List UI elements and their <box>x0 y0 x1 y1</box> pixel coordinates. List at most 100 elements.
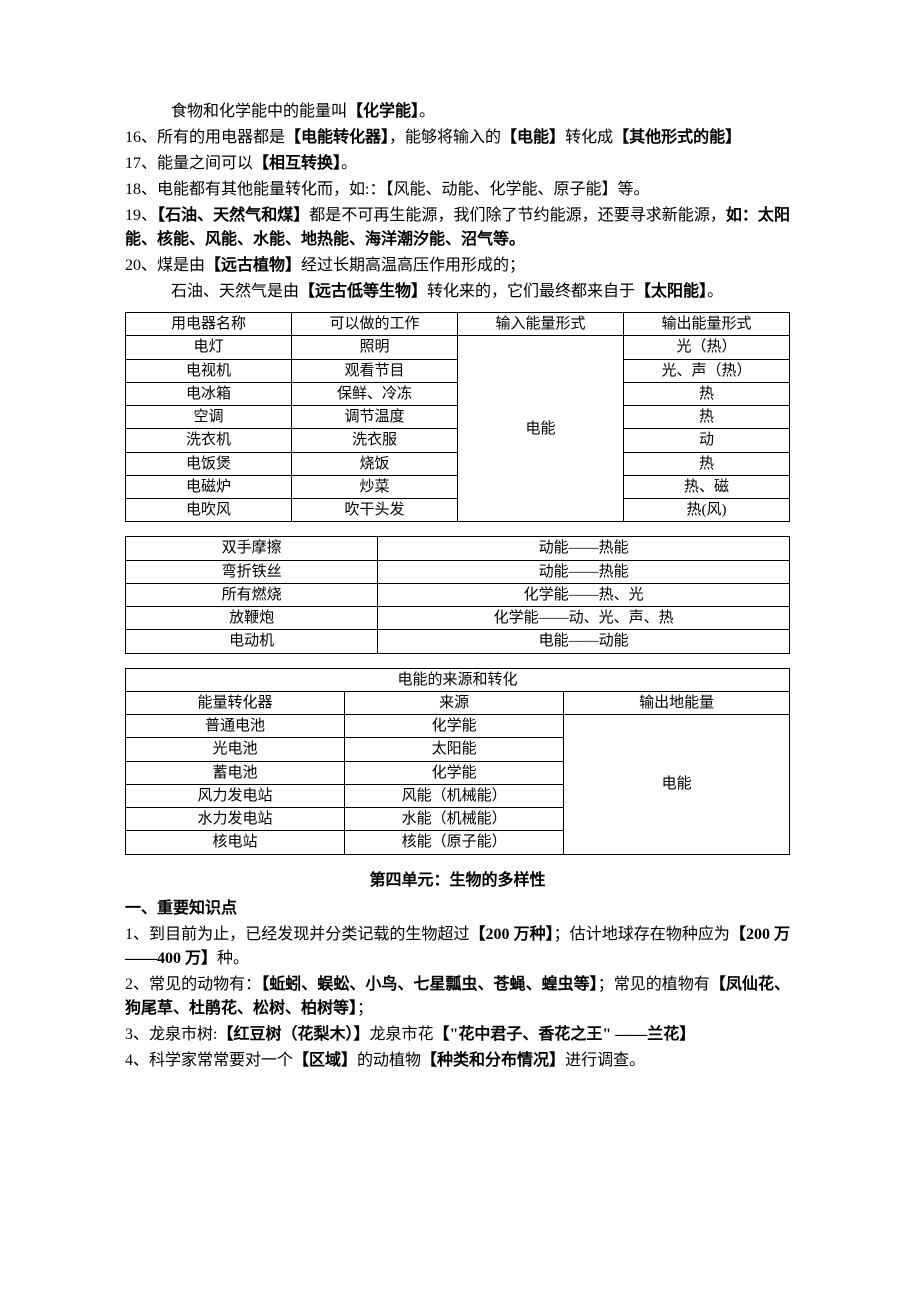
item-19: 19、【石油、天然气和煤】都是不可再生能源，我们除了节约能源，还要寻求新能源，如… <box>125 204 790 252</box>
keyword: 【电能】 <box>501 129 565 146</box>
text: ，能够将输入的 <box>389 129 501 146</box>
table-row: 放鞭炮化学能——动、光、声、热 <box>126 607 790 630</box>
item-17: 17、能量之间可以【相互转换】。 <box>125 152 790 176</box>
cell: 动能——热能 <box>378 537 790 560</box>
cell: 电磁炉 <box>126 475 292 498</box>
text: 。 <box>707 283 723 300</box>
cell: 所有燃烧 <box>126 583 378 606</box>
text: 3、龙泉市树: <box>125 1026 217 1043</box>
text: ；常见的植物有 <box>598 976 710 993</box>
cell: 热 <box>624 382 790 405</box>
cell: 风能（机械能） <box>345 784 564 807</box>
cell: 电视机 <box>126 359 292 382</box>
cell: 动 <box>624 429 790 452</box>
cell: 核电站 <box>126 831 345 854</box>
cell: 弯折铁丝 <box>126 560 378 583</box>
keyword: 【"花中君子、香花之王" ——兰花】 <box>433 1026 695 1043</box>
keyword: 【种类和分布情况】 <box>421 1052 565 1069</box>
document-page: 食物和化学能中的能量叫【化学能】。 16、所有的用电器都是【电能转化器】，能够将… <box>0 0 920 1302</box>
text: ；估计地球存在物种应为 <box>554 926 730 943</box>
text: 19、 <box>125 207 157 224</box>
cell: 观看节目 <box>292 359 458 382</box>
cell: 动能——热能 <box>378 560 790 583</box>
text: 食物和化学能中的能量叫 <box>171 103 347 120</box>
text-line-intro: 食物和化学能中的能量叫【化学能】。 <box>125 100 790 124</box>
keyword: 【远古植物】 <box>205 257 301 274</box>
cell: 水力发电站 <box>126 808 345 831</box>
text: 龙泉市花 <box>369 1026 433 1043</box>
text: 2、常见的动物有： <box>125 976 261 993</box>
cell: 电灯 <box>126 336 292 359</box>
keyword: 【蚯蚓、蜈蚣、小鸟、七星瓢虫、苍蝇、蝗虫等】 <box>261 976 598 993</box>
cell: 照明 <box>292 336 458 359</box>
text: 经过长期高温高压作用形成的； <box>301 257 525 274</box>
item-20b: 石油、天然气是由【远古低等生物】转化来的，它们最终都来自于【太阳能】。 <box>125 280 790 304</box>
table-appliances: 用电器名称 可以做的工作 输入能量形式 输出能量形式 电灯 照明 电能 光（热）… <box>125 312 790 522</box>
cell: 蓄电池 <box>126 761 345 784</box>
keyword: 【化学能】 <box>347 103 419 120</box>
table-row: 电能的来源和转化 <box>126 668 790 691</box>
cell-merged: 电能 <box>564 715 790 855</box>
cell: 电饭煲 <box>126 452 292 475</box>
section-heading: 一、重要知识点 <box>125 897 790 921</box>
s4-item-4: 4、科学家常常要对一个【区域】的动植物【种类和分布情况】进行调查。 <box>125 1049 790 1073</box>
cell: 电能——动能 <box>378 630 790 653</box>
keyword: 【电能转化器】 <box>285 129 389 146</box>
cell: 洗衣服 <box>292 429 458 452</box>
text: ； <box>357 1000 373 1017</box>
s4-item-2: 2、常见的动物有：【蚯蚓、蜈蚣、小鸟、七星瓢虫、苍蝇、蝗虫等】；常见的植物有【凤… <box>125 973 790 1021</box>
s4-item-1: 1、到目前为止，已经发现并分类记载的生物超过【200 万种】；估计地球存在物种应… <box>125 923 790 971</box>
table-row: 双手摩擦动能——热能 <box>126 537 790 560</box>
cell-merged: 电能 <box>458 336 624 522</box>
cell: 双手摩擦 <box>126 537 378 560</box>
text: 都是不可再生能源，我们除了节约能源，还要寻求新能源， <box>309 207 726 224</box>
th: 用电器名称 <box>126 313 292 336</box>
keyword: 【红豆树（花梨木）】 <box>217 1026 369 1043</box>
keyword: 【200 万种】 <box>470 926 554 943</box>
cell: 化学能——热、光 <box>378 583 790 606</box>
item-20a: 20、煤是由【远古植物】经过长期高温高压作用形成的； <box>125 254 790 278</box>
cell: 光、声（热） <box>624 359 790 382</box>
table-row: 所有燃烧化学能——热、光 <box>126 583 790 606</box>
text: 20、煤是由 <box>125 257 205 274</box>
cell: 光（热） <box>624 336 790 359</box>
cell: 热 <box>624 406 790 429</box>
text: 石油、天然气是由 <box>171 283 299 300</box>
cell: 太阳能 <box>345 738 564 761</box>
table-title: 电能的来源和转化 <box>126 668 790 691</box>
th: 来源 <box>345 691 564 714</box>
th: 能量转化器 <box>126 691 345 714</box>
text: 1、到目前为止，已经发现并分类记载的生物超过 <box>125 926 470 943</box>
cell: 化学能——动、光、声、热 <box>378 607 790 630</box>
text: 进行调查。 <box>565 1052 645 1069</box>
cell: 炒菜 <box>292 475 458 498</box>
th: 输出地能量 <box>564 691 790 714</box>
table-energy-conversion: 双手摩擦动能——热能 弯折铁丝动能——热能 所有燃烧化学能——热、光 放鞭炮化学… <box>125 536 790 653</box>
item-18: 18、电能都有其他能量转化而，如:：【风能、动能、化学能、原子能】等。 <box>125 178 790 202</box>
cell: 放鞭炮 <box>126 607 378 630</box>
cell: 化学能 <box>345 761 564 784</box>
th: 输入能量形式 <box>458 313 624 336</box>
cell: 调节温度 <box>292 406 458 429</box>
cell: 电冰箱 <box>126 382 292 405</box>
table-energy-source: 电能的来源和转化 能量转化器 来源 输出地能量 普通电池 化学能 电能 光电池太… <box>125 668 790 855</box>
text: 种。 <box>217 950 249 967</box>
cell: 热、磁 <box>624 475 790 498</box>
text: 18、电能都有其他能量转化而，如:：【风能、动能、化学能、原子能】等。 <box>125 181 649 198</box>
cell: 风力发电站 <box>126 784 345 807</box>
text: 。 <box>341 155 357 172</box>
cell: 普通电池 <box>126 715 345 738</box>
table-row: 用电器名称 可以做的工作 输入能量形式 输出能量形式 <box>126 313 790 336</box>
table-row: 普通电池 化学能 电能 <box>126 715 790 738</box>
cell: 电吹风 <box>126 499 292 522</box>
keyword: 【相互转换】 <box>253 155 341 172</box>
keyword: 【其他形式的能】 <box>613 129 741 146</box>
text: 17、能量之间可以 <box>125 155 253 172</box>
text: 转化成 <box>565 129 613 146</box>
cell: 空调 <box>126 406 292 429</box>
cell: 烧饭 <box>292 452 458 475</box>
cell: 水能（机械能） <box>345 808 564 831</box>
text: 转化来的，它们最终都来自于 <box>427 283 635 300</box>
keyword: 【太阳能】 <box>635 283 707 300</box>
th: 输出能量形式 <box>624 313 790 336</box>
